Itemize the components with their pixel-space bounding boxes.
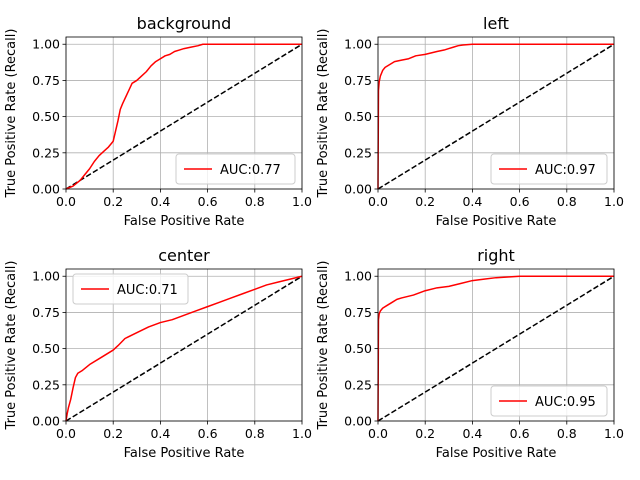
x-tick-label: 1.0 [292,426,312,441]
x-tick-label: 0.2 [415,426,435,441]
panel-title: center [158,246,210,265]
panel-background: 0.0 0.2 0.4 0.6 0.8 1.0 0.00 0.25 0.50 0.75 1.00 ba… [4,14,312,229]
legend-label: AUC:0.95 [535,395,596,410]
legend-label: AUC:0.97 [535,163,596,178]
x-tick-label: 0.2 [103,426,123,441]
x-axis-label: False Positive Rate [436,446,557,461]
legend-box [490,153,608,185]
axes-frame [65,268,303,422]
legend: AUC:0.77 [175,153,296,185]
y-tick-label: 0.50 [344,109,372,124]
panel-title: left [483,14,509,33]
y-axis-label: True Positive Rate (Recall) [4,29,19,199]
y-tick-label: 1.00 [32,37,60,52]
x-tick-label: 1.0 [292,194,312,209]
panel-center: 0.0 0.2 0.4 0.6 0.8 1.0 0.00 0.25 0.50 0.75 1.00 ce… [4,246,312,461]
x-axis-label: False Positive Rate [124,214,245,229]
x-tick-label: 0.4 [150,194,170,209]
y-tick-label: 1.00 [32,269,60,284]
y-tick-label: 0.00 [344,414,372,429]
x-tick-label: 0.8 [557,194,577,209]
x-tick-label: 0.4 [462,194,482,209]
chance-line [377,43,615,190]
y-tick-label: 0.25 [344,377,372,392]
x-axis-label: False Positive Rate [436,214,557,229]
legend: AUC:0.97 [490,153,608,185]
axes-frame [65,36,303,190]
y-tick-label: 0.75 [344,73,372,88]
roc-curve [65,43,302,190]
roc-curve [377,275,614,422]
y-tick-label: 0.25 [32,145,60,160]
axes-frame [377,268,615,422]
panel-left: 0.0 0.2 0.4 0.6 0.8 1.0 0.00 0.25 0.50 0.75 1.00 le… [316,14,624,229]
x-tick-label: 0.2 [103,194,123,209]
x-tick-label: 0.2 [415,194,435,209]
legend: AUC:0.95 [490,385,608,417]
legend-box [175,153,296,185]
legend: AUC:0.71 [72,273,189,305]
y-tick-label: 1.00 [344,269,372,284]
y-tick-label: 0.25 [32,377,60,392]
legend-label: AUC:0.71 [117,283,178,298]
y-tick-label: 0.25 [344,145,372,160]
panel-right: 0.0 0.2 0.4 0.6 0.8 1.0 0.00 0.25 0.50 0.75 1.00 ri… [316,246,624,461]
x-tick-label: 0.6 [510,426,530,441]
x-tick-label: 0.6 [510,194,530,209]
legend-box [490,385,608,417]
y-tick-label: 0.50 [32,109,60,124]
chance-line [65,275,303,422]
y-tick-label: 0.00 [344,182,372,197]
y-tick-label: 0.75 [344,305,372,320]
y-tick-label: 0.00 [32,414,60,429]
axes-frame [377,36,615,190]
y-tick-label: 0.50 [32,341,60,356]
y-tick-label: 1.00 [344,37,372,52]
y-tick-label: 0.50 [344,341,372,356]
x-tick-label: 0.6 [198,194,218,209]
x-tick-label: 1.0 [604,194,624,209]
panel-title: background [137,14,232,33]
x-tick-label: 0.8 [245,194,265,209]
y-axis-label: True Positive Rate (Recall) [316,261,331,431]
roc-curve [65,275,303,422]
y-tick-label: 0.75 [32,73,60,88]
x-tick-label: 0.6 [198,426,218,441]
y-tick-label: 0.00 [32,182,60,197]
x-tick-label: 0.8 [245,426,265,441]
y-axis-label: True Positive Rate (Recall) [4,261,19,431]
x-tick-label: 0.4 [462,426,482,441]
chance-line [65,43,303,190]
x-tick-label: 0.0 [368,426,388,441]
x-tick-label: 0.0 [56,194,76,209]
x-tick-label: 0.8 [557,426,577,441]
panel-title: right [477,246,515,265]
x-tick-label: 0.0 [368,194,388,209]
x-tick-label: 0.0 [56,426,76,441]
roc-curve [377,43,614,190]
chance-line [377,275,615,422]
x-tick-label: 1.0 [604,426,624,441]
y-axis-label: True Positive Rate (Recall) [316,29,331,199]
x-axis-label: False Positive Rate [124,446,245,461]
y-tick-label: 0.75 [32,305,60,320]
legend-label: AUC:0.77 [220,163,281,178]
x-tick-label: 0.4 [150,426,170,441]
legend-box [72,273,189,305]
